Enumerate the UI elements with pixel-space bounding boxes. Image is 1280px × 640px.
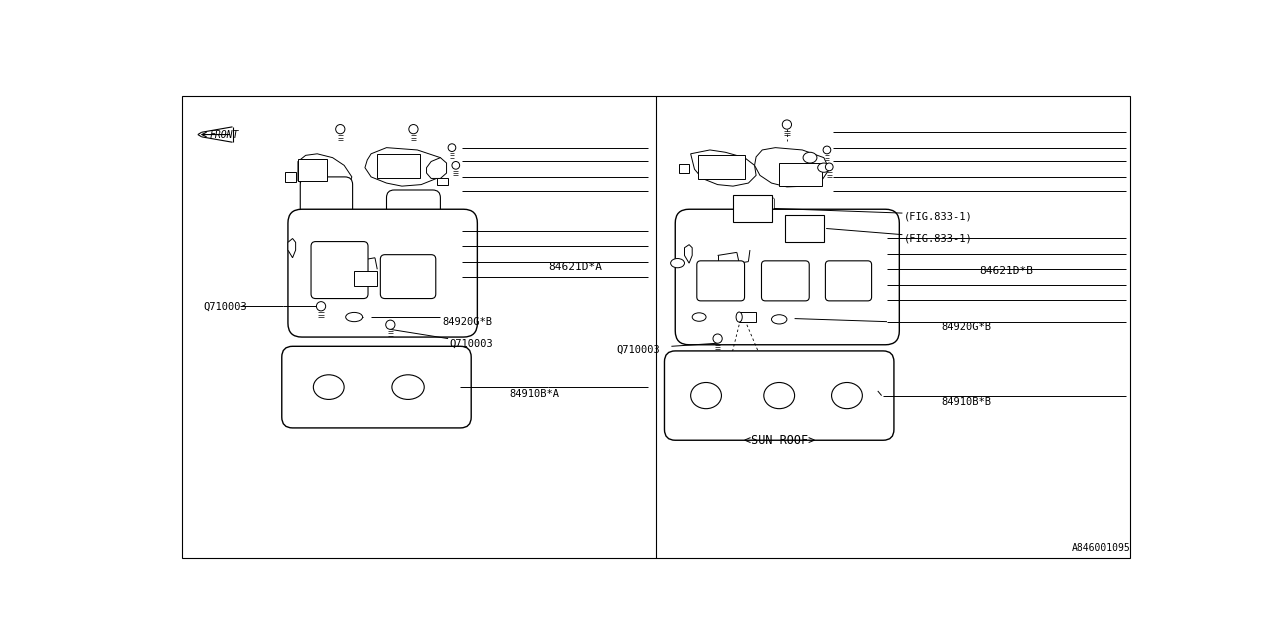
FancyBboxPatch shape [676,209,900,345]
Circle shape [335,125,344,134]
Ellipse shape [803,152,817,163]
Ellipse shape [346,312,362,322]
Text: 84910B*A: 84910B*A [509,389,559,399]
Circle shape [713,334,722,343]
Ellipse shape [832,383,863,409]
Polygon shape [691,150,756,186]
Circle shape [823,146,831,154]
FancyBboxPatch shape [664,351,893,440]
FancyBboxPatch shape [380,255,435,298]
FancyBboxPatch shape [696,261,745,301]
Text: FRONT: FRONT [210,129,239,140]
Text: (FIG.833-1): (FIG.833-1) [904,212,973,222]
Circle shape [408,125,419,134]
Text: Q710003: Q710003 [204,301,247,311]
Ellipse shape [818,163,829,172]
Polygon shape [755,148,829,187]
Bar [298,159,328,180]
Polygon shape [426,157,447,179]
Polygon shape [298,154,352,194]
FancyBboxPatch shape [282,346,471,428]
Ellipse shape [764,383,795,409]
Polygon shape [365,148,444,186]
Ellipse shape [314,375,344,399]
Text: Q710003: Q710003 [449,338,493,348]
Polygon shape [680,164,689,173]
Text: (FIG.833-1): (FIG.833-1) [904,234,973,243]
FancyBboxPatch shape [826,261,872,301]
Circle shape [782,120,791,129]
Circle shape [448,144,456,152]
Polygon shape [685,244,692,263]
Circle shape [385,320,396,330]
Ellipse shape [692,313,707,321]
Circle shape [316,301,325,311]
Bar [699,155,745,179]
FancyBboxPatch shape [733,195,772,221]
Circle shape [826,163,833,171]
Ellipse shape [671,259,685,268]
FancyBboxPatch shape [762,261,809,301]
Bar [378,154,420,179]
Text: 84910B*B: 84910B*B [941,397,991,407]
Polygon shape [436,179,448,184]
Bar [355,271,378,286]
FancyBboxPatch shape [311,241,369,298]
Text: 84621D*B: 84621D*B [979,266,1033,276]
Text: A846001095: A846001095 [1071,543,1130,553]
Text: 84920G*B: 84920G*B [442,317,492,326]
Circle shape [452,161,460,169]
Ellipse shape [772,315,787,324]
Text: 84621D*A: 84621D*A [548,262,602,272]
FancyBboxPatch shape [288,209,477,337]
FancyBboxPatch shape [387,190,440,235]
FancyBboxPatch shape [786,216,824,243]
Polygon shape [285,172,296,182]
Polygon shape [739,312,756,322]
Text: <SUN ROOF>: <SUN ROOF> [744,434,815,447]
Text: Q710003: Q710003 [616,345,660,355]
Ellipse shape [392,375,424,399]
FancyBboxPatch shape [301,177,352,221]
Bar [780,163,822,186]
Text: 84920G*B: 84920G*B [941,322,991,332]
Polygon shape [288,239,296,258]
Ellipse shape [691,383,722,409]
Ellipse shape [736,312,742,322]
